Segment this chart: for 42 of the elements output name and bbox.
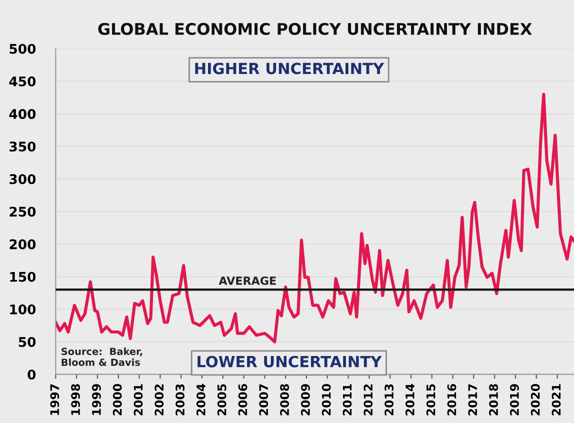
x-tick-label: 2015 bbox=[426, 384, 436, 416]
y-tick-label: 450 bbox=[9, 76, 36, 86]
y-tick-label: 350 bbox=[10, 142, 36, 152]
x-tick-label: 1998 bbox=[71, 384, 80, 415]
x-tick-label: 2007 bbox=[259, 384, 268, 416]
y-tick-label: 250 bbox=[10, 206, 36, 217]
y-tick-label: 500 bbox=[10, 44, 36, 54]
chart-title: GLOBAL ECONOMIC POLICY UNCERTAINTY INDEX bbox=[98, 22, 532, 35]
x-tick-label: 2001 bbox=[134, 384, 143, 416]
x-tick-label: 2005 bbox=[217, 384, 226, 416]
x-tick-label: 2016 bbox=[447, 384, 456, 416]
x-tick-label: 2017 bbox=[468, 384, 478, 416]
x-tick-label: 2010 bbox=[322, 384, 331, 416]
y-tick-label: 400 bbox=[9, 109, 36, 119]
x-tick-label: 2004 bbox=[196, 384, 206, 416]
x-tick-label: 2012 bbox=[364, 384, 373, 416]
x-tick-label: 2000 bbox=[112, 384, 122, 416]
line-series bbox=[56, 92, 574, 344]
x-tick-label: 2011 bbox=[342, 384, 352, 416]
x-tick-label: 2006 bbox=[238, 384, 248, 416]
x-tick-label: 2014 bbox=[405, 384, 414, 416]
y-tick-label: 300 bbox=[10, 174, 36, 184]
x-tick-label: 1999 bbox=[92, 384, 101, 415]
annotation: HIGHER UNCERTAINTY bbox=[195, 62, 384, 74]
x-tick-label: 2008 bbox=[280, 384, 290, 416]
annotation: Source: Baker, Bloom & Davis bbox=[62, 348, 142, 366]
y-tick-label: 200 bbox=[10, 239, 36, 250]
x-tick-label: 2003 bbox=[176, 384, 185, 416]
x-tick-label: 2020 bbox=[530, 384, 540, 416]
y-tick-label: 150 bbox=[10, 272, 36, 282]
ref-line-label: AVERAGE bbox=[218, 276, 276, 285]
x-tick-label: 2019 bbox=[510, 384, 519, 416]
x-tick-label: 2002 bbox=[154, 384, 164, 416]
x-tick-label: 1997 bbox=[50, 384, 60, 415]
annotation: LOWER UNCERTAINTY bbox=[198, 356, 382, 368]
y-tick-label: 100 bbox=[10, 304, 36, 314]
x-tick-label: 2013 bbox=[384, 384, 394, 416]
x-tick-label: 2009 bbox=[300, 384, 310, 416]
x-tick-label: 2018 bbox=[489, 384, 498, 416]
y-tick-label: 50 bbox=[18, 337, 36, 347]
x-tick-label: 2021 bbox=[552, 384, 561, 416]
y-tick-label: 0 bbox=[28, 370, 36, 380]
